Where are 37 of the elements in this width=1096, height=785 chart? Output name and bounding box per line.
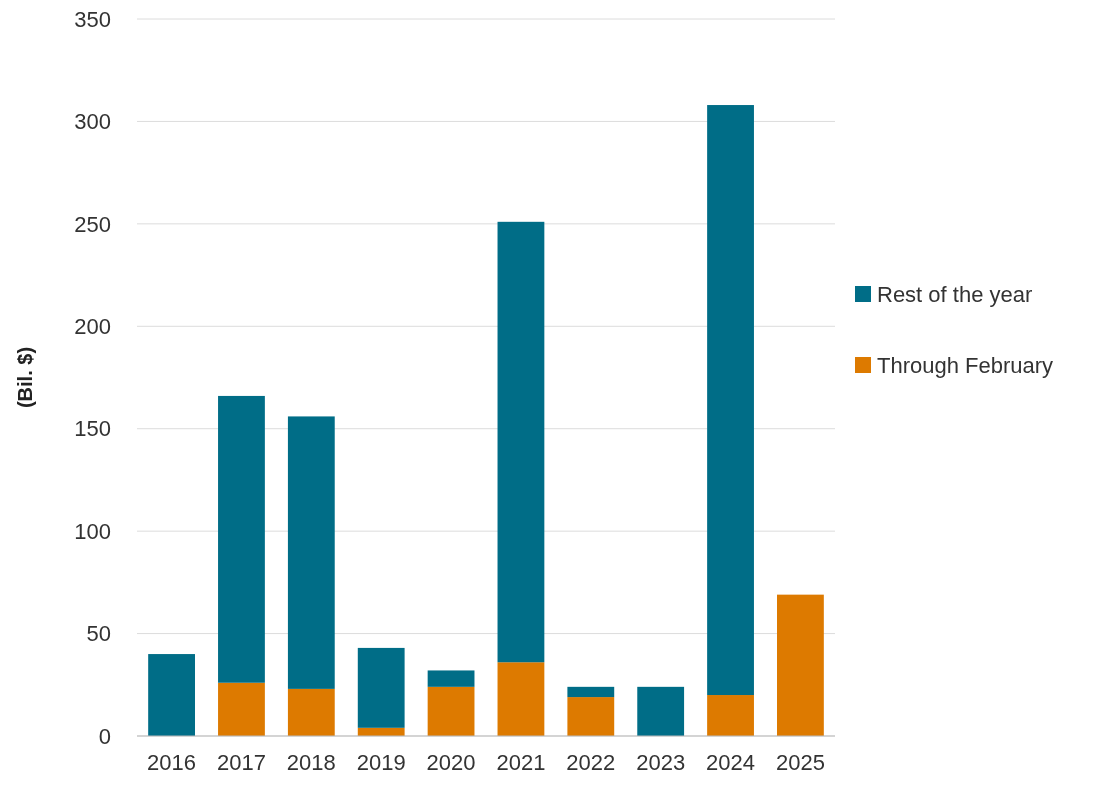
bar — [567, 697, 615, 736]
x-tick-label: 2016 — [147, 750, 197, 775]
x-tick-label: 2020 — [426, 750, 476, 775]
legend-label: Rest of the year — [877, 281, 1033, 307]
bar — [357, 647, 405, 728]
bar — [218, 682, 265, 736]
bar — [637, 686, 685, 736]
x-tick-label: 2017 — [216, 750, 266, 775]
y-tick-label: 300 — [74, 109, 111, 135]
x-tick-label: 2023 — [636, 750, 686, 775]
bar — [777, 594, 824, 736]
bar — [287, 416, 335, 689]
bar — [497, 662, 545, 736]
x-tick-label: 2019 — [356, 750, 406, 775]
y-axis-title: (Bil. $) — [14, 346, 36, 409]
bar — [427, 670, 475, 687]
legend-label: Through February — [877, 352, 1054, 378]
y-tick-label: 200 — [74, 313, 111, 339]
y-tick-label: 0 — [98, 723, 111, 749]
bar — [148, 654, 195, 736]
y-tick-label: 100 — [74, 518, 111, 544]
y-tick-label: 150 — [74, 416, 111, 442]
x-tick-label: 2022 — [566, 750, 616, 775]
y-tick-label: 50 — [86, 621, 111, 647]
x-tick-label: 2025 — [775, 750, 825, 775]
bar — [427, 686, 475, 736]
x-tick-label: 2024 — [706, 750, 756, 775]
x-tick-label: 2018 — [286, 750, 336, 775]
bar — [707, 105, 754, 696]
bar — [497, 221, 545, 663]
y-tick-label: 250 — [74, 211, 111, 237]
x-tick-label: 2021 — [496, 750, 546, 775]
bar — [707, 695, 754, 736]
bar — [287, 688, 335, 736]
bar — [218, 395, 265, 683]
bar — [567, 686, 615, 698]
y-tick-label: 350 — [74, 6, 111, 32]
